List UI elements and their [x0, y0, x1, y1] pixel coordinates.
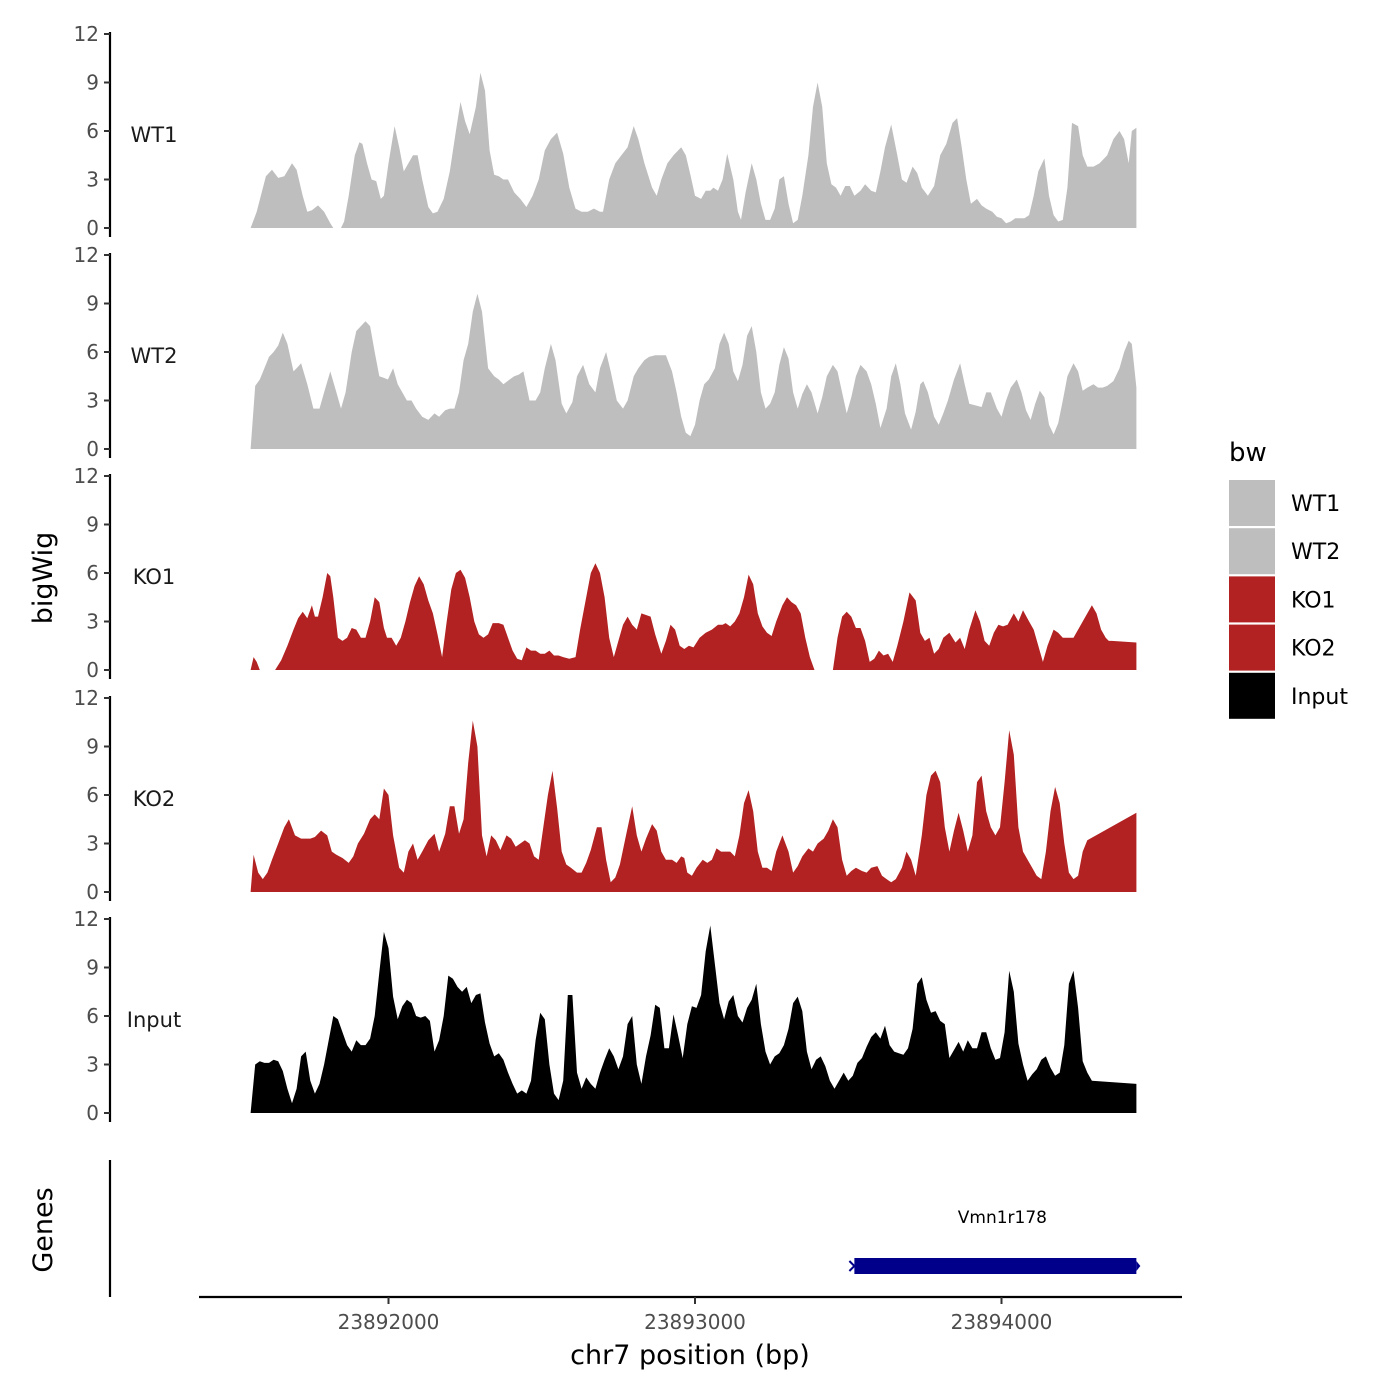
legend-label-KO2: KO2	[1291, 637, 1336, 662]
track-label-Input: Input	[127, 1008, 181, 1032]
y-tick-label-WT2-9: 9	[86, 292, 99, 316]
y-tick-label-WT2-0: 0	[86, 437, 99, 461]
signal-tracks: 0 3 6 9 12 WT1 0 3 6 9 12 WT2 0 3 6 9 12 KO1 0 3 6 9 12 KO2 0 3 6 9…	[74, 22, 1137, 1125]
y-tick-label-Input-3: 3	[86, 1053, 99, 1077]
track-WT1: 0 3 6 9 12 WT1	[74, 22, 1137, 240]
legend: bw WT1 WT2 KO1 KO2 Input	[1229, 438, 1348, 719]
signal-area-KO1-1	[250, 657, 260, 670]
y-tick-label-KO2-9: 9	[86, 735, 99, 759]
y-tick-label-KO1-3: 3	[86, 610, 99, 634]
genes-axis-title: Genes	[28, 1187, 59, 1272]
legend-key-Input	[1229, 672, 1275, 719]
signal-area-Input	[250, 925, 1137, 1113]
y-tick-label-KO1-6: 6	[86, 561, 99, 585]
signal-area-KO1-2	[275, 563, 815, 670]
track-label-WT2: WT2	[131, 344, 178, 368]
x-tick-label-23892000: 23892000	[338, 1310, 440, 1334]
y-tick-label-Input-9: 9	[86, 956, 99, 980]
y-tick-label-WT1-6: 6	[86, 119, 99, 143]
signal-area-KO2	[250, 720, 1137, 892]
y-tick-label-Input-0: 0	[86, 1101, 99, 1125]
y-tick-label-KO2-12: 12	[74, 686, 99, 710]
track-label-KO1: KO1	[133, 565, 176, 589]
legend-key-WT1	[1229, 480, 1275, 526]
legend-label-WT1: WT1	[1291, 492, 1340, 517]
y-tick-label-WT1-3: 3	[86, 168, 99, 192]
y-tick-label-KO1-9: 9	[86, 513, 99, 537]
y-tick-label-WT2-3: 3	[86, 389, 99, 413]
legend-title: bw	[1229, 438, 1267, 468]
gene-body-Vmn1r178	[854, 1258, 1137, 1274]
track-label-KO2: KO2	[133, 787, 176, 811]
y-tick-label-Input-12: 12	[74, 907, 99, 931]
legend-key-WT2	[1229, 528, 1275, 575]
track-WT2: 0 3 6 9 12 WT2	[74, 243, 1137, 461]
legend-key-KO1	[1229, 576, 1275, 623]
track-KO1: 0 3 6 9 12 KO1	[74, 464, 1137, 682]
genes-panel: Vmn1r178	[108, 1160, 1141, 1297]
y-tick-label-WT1-9: 9	[86, 71, 99, 95]
y-tick-label-WT1-12: 12	[74, 22, 99, 46]
y-tick-label-Input-6: 6	[86, 1004, 99, 1028]
legend-label-WT2: WT2	[1291, 540, 1340, 565]
track-KO2: 0 3 6 9 12 KO2	[74, 686, 1137, 904]
y-tick-label-KO2-0: 0	[86, 880, 99, 904]
signal-area-WT1-2	[341, 72, 1137, 228]
y-tick-label-KO2-6: 6	[86, 783, 99, 807]
gene-end-cap-Vmn1r178	[1136, 1261, 1141, 1271]
gene-strand-arrow-Vmn1r178	[848, 1260, 856, 1272]
y-axis-title: bigWig	[28, 532, 59, 625]
y-tick-label-KO1-0: 0	[86, 658, 99, 682]
legend-label-Input: Input	[1291, 685, 1348, 710]
legend-key-KO2	[1229, 624, 1275, 671]
y-tick-label-KO1-12: 12	[74, 464, 99, 488]
signal-area-WT1-1	[250, 163, 334, 228]
y-tick-label-WT2-6: 6	[86, 340, 99, 364]
y-tick-label-KO2-3: 3	[86, 832, 99, 856]
legend-label-KO1: KO1	[1291, 588, 1336, 613]
y-tick-label-WT2-12: 12	[74, 243, 99, 267]
gene-label-Vmn1r178: Vmn1r178	[958, 1208, 1047, 1228]
x-axis-title: chr7 position (bp)	[570, 1340, 810, 1371]
signal-area-WT2	[250, 293, 1137, 449]
y-tick-label-WT1-0: 0	[86, 216, 99, 240]
x-tick-label-23894000: 23894000	[951, 1310, 1053, 1334]
x-axis: 23892000 23893000 23894000	[199, 1295, 1182, 1334]
x-tick-label-23893000: 23893000	[644, 1310, 746, 1334]
track-Input: 0 3 6 9 12 Input	[74, 907, 1137, 1125]
signal-area-KO1-3	[832, 592, 1137, 670]
track-label-WT1: WT1	[131, 123, 178, 147]
